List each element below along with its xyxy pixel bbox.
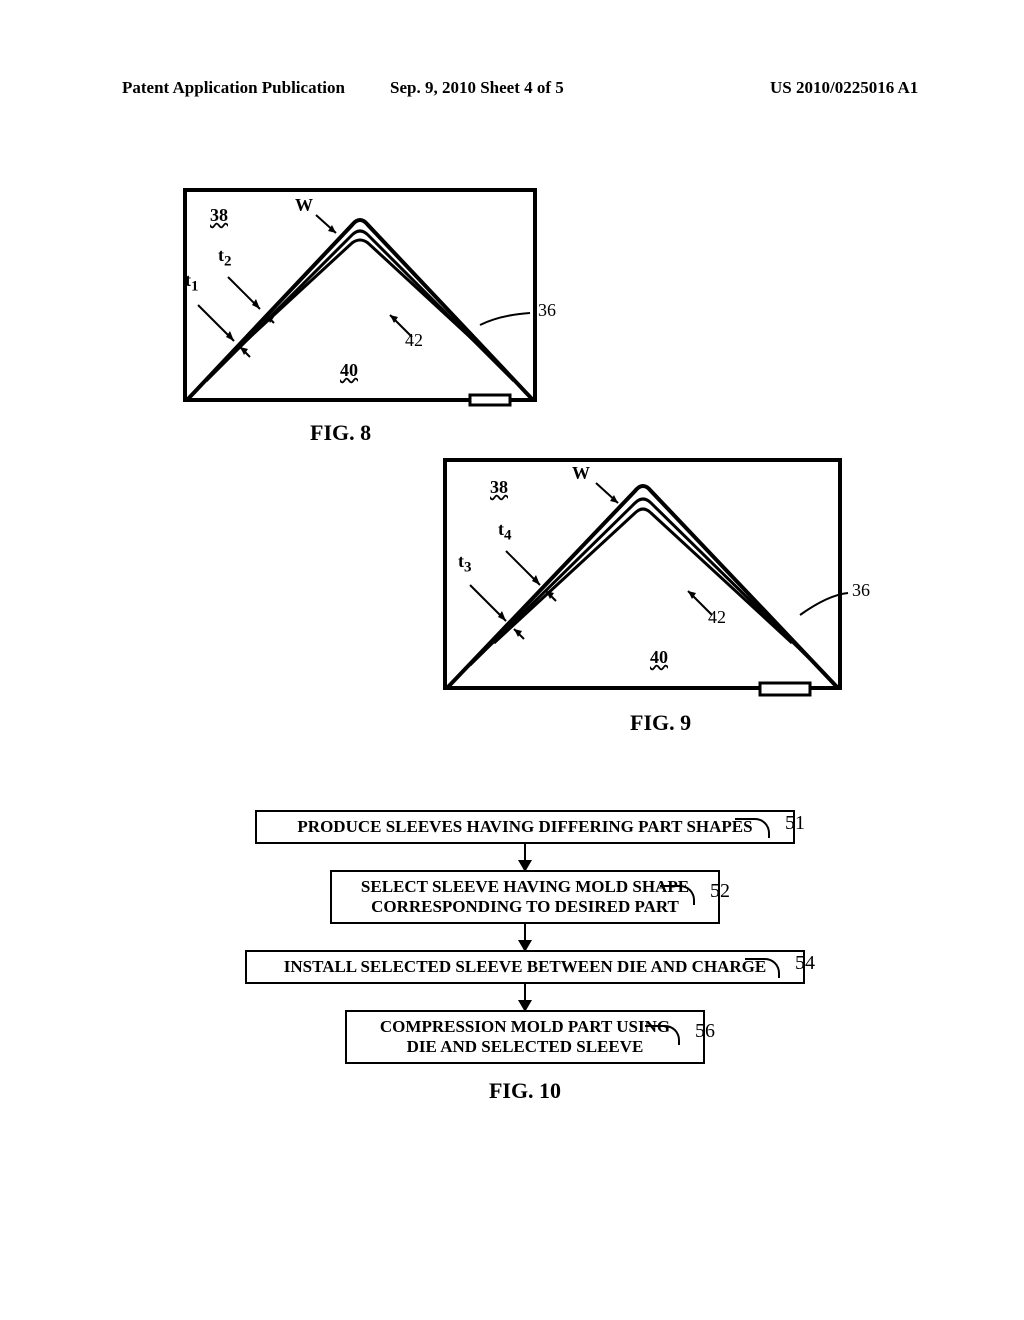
fig10-caption: FIG. 10 xyxy=(190,1078,860,1104)
flow-leader-51 xyxy=(735,818,770,838)
flow-step-56-line1: COMPRESSION MOLD PART USING xyxy=(380,1017,670,1036)
flow-arrow-2 xyxy=(524,924,526,950)
figure-9: 38 W t3 t4 36 40 42 FIG. 9 xyxy=(440,455,860,745)
header-pub-number: US 2010/0225016 A1 xyxy=(770,78,918,98)
flow-step-54-text: INSTALL SELECTED SLEEVE BETWEEN DIE AND … xyxy=(284,957,766,976)
fig8-label-t2: t2 xyxy=(218,245,232,271)
fig9-ref-36: 36 xyxy=(852,580,870,601)
flow-leader-56 xyxy=(645,1025,680,1045)
flow-leader-54 xyxy=(745,958,780,978)
flow-ref-54: 54 xyxy=(795,952,815,975)
fig8-ref-40: 40 xyxy=(340,360,358,381)
flow-step-56-line2: DIE AND SELECTED SLEEVE xyxy=(407,1037,644,1056)
flow-arrow-1 xyxy=(524,844,526,870)
header-publication: Patent Application Publication xyxy=(122,78,345,98)
fig8-ref-36: 36 xyxy=(538,300,556,321)
fig9-label-t4: t4 xyxy=(498,519,512,545)
flow-step-51: PRODUCE SLEEVES HAVING DIFFERING PART SH… xyxy=(255,810,795,844)
flow-ref-56: 56 xyxy=(695,1020,715,1043)
flow-arrow-3 xyxy=(524,984,526,1010)
fig8-ref-42: 42 xyxy=(405,330,423,351)
figure-10-flowchart: PRODUCE SLEEVES HAVING DIFFERING PART SH… xyxy=(190,810,860,1104)
flow-ref-51: 51 xyxy=(785,812,805,835)
flow-step-52-line2: CORRESPONDING TO DESIRED PART xyxy=(371,897,679,916)
fig8-ref-38: 38 xyxy=(210,205,228,226)
fig8-caption: FIG. 8 xyxy=(310,420,371,446)
fig9-label-t3: t3 xyxy=(458,551,472,577)
flow-ref-52: 52 xyxy=(710,880,730,903)
fig9-caption: FIG. 9 xyxy=(630,710,691,736)
flow-leader-52 xyxy=(660,885,695,905)
flow-step-51-text: PRODUCE SLEEVES HAVING DIFFERING PART SH… xyxy=(297,817,752,836)
flow-step-52-line1: SELECT SLEEVE HAVING MOLD SHAPE xyxy=(361,877,689,896)
figure-8: 38 W t1 t2 36 40 42 FIG. 8 xyxy=(180,185,550,455)
header-date-sheet: Sep. 9, 2010 Sheet 4 of 5 xyxy=(390,78,564,98)
fig9-label-W: W xyxy=(572,463,590,484)
flow-step-54: INSTALL SELECTED SLEEVE BETWEEN DIE AND … xyxy=(245,950,805,984)
fig8-svg xyxy=(180,185,550,415)
fig9-ref-42: 42 xyxy=(708,607,726,628)
fig8-label-W: W xyxy=(295,195,313,216)
fig9-ref-38: 38 xyxy=(490,477,508,498)
fig8-label-t1: t1 xyxy=(185,270,199,296)
fig9-ref-40: 40 xyxy=(650,647,668,668)
